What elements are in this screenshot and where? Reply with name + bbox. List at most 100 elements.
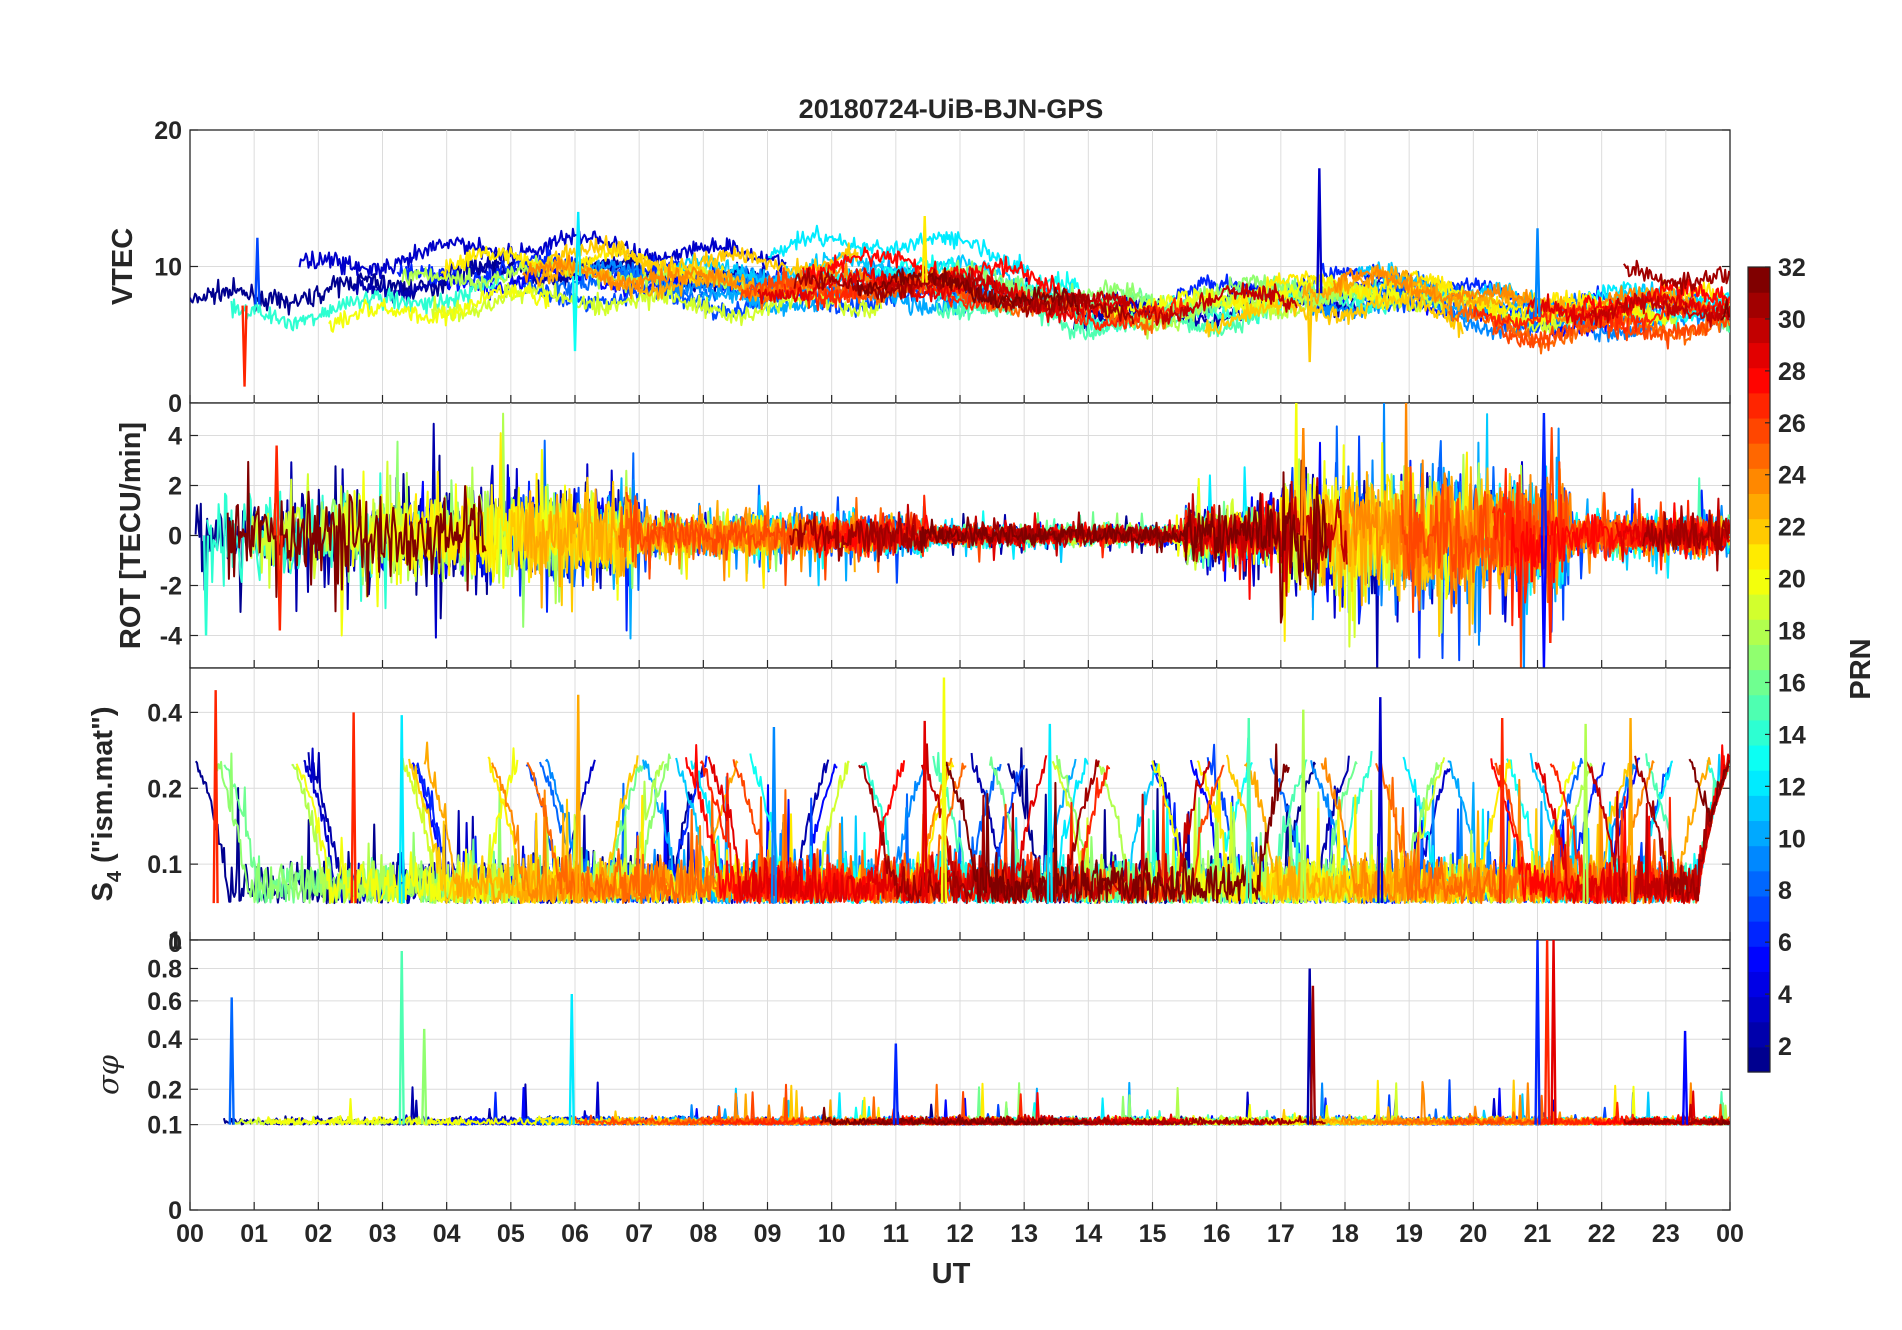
spike-prn-3 <box>1377 697 1384 904</box>
y-tick-label: 0.6 <box>147 988 182 1016</box>
spike-prn-5 <box>1681 1030 1689 1125</box>
traces-vtec <box>190 168 1730 387</box>
panel-vtec: 0 10 20 VTEC <box>107 117 1731 418</box>
x-tick-label: 19 <box>1395 1220 1423 1248</box>
colorbar-band <box>1748 921 1770 947</box>
spike-prn-21 <box>921 215 928 283</box>
y-tick-label: 0.2 <box>147 1076 182 1104</box>
spike-prn-23 <box>1627 717 1634 904</box>
colorbar-tick-label: 2 <box>1778 1033 1792 1061</box>
chart-title: 20180724-UiB-BJN-GPS <box>799 94 1104 124</box>
x-tick-label: 02 <box>304 1220 332 1248</box>
colorbar-tick-label: 30 <box>1778 306 1806 334</box>
spike-prn-31 <box>1309 985 1317 1125</box>
x-tick-label: 12 <box>946 1220 974 1248</box>
x-tick-label: 23 <box>1652 1220 1680 1248</box>
spike-prn-24 <box>1300 427 1307 536</box>
spike-prn-27 <box>1544 940 1551 1125</box>
y-tick-label: 1 <box>168 927 182 955</box>
y-tick-label: 4 <box>168 423 182 451</box>
spike-prn-13 <box>571 276 579 352</box>
x-tick-label: 20 <box>1459 1220 1487 1248</box>
trace-prn-32 <box>820 1106 1090 1126</box>
spike-prn-15 <box>398 951 405 1125</box>
trace-prn-32 <box>1720 298 1730 321</box>
y-tick-label: 0 <box>168 930 182 958</box>
x-tick-label: 21 <box>1524 1220 1552 1248</box>
colorbar-band <box>1748 543 1770 570</box>
trace-prn-32 <box>919 459 1329 624</box>
trace-prn-32 <box>1688 758 1730 823</box>
spike-prn-18 <box>1582 723 1589 904</box>
x-tick-label: 06 <box>561 1220 589 1248</box>
spike-prn-14 <box>202 535 210 636</box>
trace-prn-32 <box>856 266 1080 316</box>
colorbar-band <box>1748 795 1770 822</box>
colorbar-tick-label: 22 <box>1778 514 1806 542</box>
x-tick-label: 18 <box>1331 1220 1359 1248</box>
x-tick-label: 16 <box>1203 1220 1231 1248</box>
spike-prn-27 <box>276 535 283 631</box>
y-label-subscript: 4 <box>104 870 126 882</box>
trace-prn-32 <box>944 743 1290 904</box>
trace-prn-20 <box>295 747 519 905</box>
x-tick-label: 03 <box>369 1220 397 1248</box>
spike-prn-27 <box>241 305 248 387</box>
spike-prn-27 <box>350 712 357 904</box>
y-tick-label: 0.1 <box>147 851 182 879</box>
y-tick-label: 0 <box>168 1197 182 1225</box>
y-tick-label: 0.1 <box>147 1112 182 1140</box>
colorbar-band <box>1748 619 1770 645</box>
colorbar-tick-label: 28 <box>1778 358 1806 386</box>
spike-prn-8 <box>228 997 235 1125</box>
spike-prn-27 <box>1499 717 1506 904</box>
spike-prn-9 <box>770 726 778 904</box>
x-tick-label: 11 <box>883 1220 910 1248</box>
x-tick-label: 08 <box>689 1220 717 1248</box>
y-tick-label: 0.2 <box>147 775 182 803</box>
colorbar-tick-label: 4 <box>1778 981 1792 1009</box>
trace-prn-31 <box>1641 505 1730 572</box>
colorbar-band <box>1748 317 1770 344</box>
spike-prn-9 <box>1534 228 1541 318</box>
y-tick-label: -2 <box>160 573 182 601</box>
colorbar-tick-label: 6 <box>1778 929 1792 957</box>
spike-prn-27 <box>273 445 280 536</box>
trace-prn-30 <box>1589 292 1730 328</box>
y-label-main: S <box>87 882 119 901</box>
colorbar-band <box>1748 417 1770 444</box>
trace-prn-3 <box>298 227 787 280</box>
spike-prn-27 <box>1547 535 1554 644</box>
spike-prn-22 <box>1306 294 1313 363</box>
colorbar-tick-label: 12 <box>1778 773 1806 801</box>
colorbar-band <box>1748 770 1770 796</box>
trace-prn-22 <box>537 235 859 279</box>
y-axis-label-rot: ROT [TECU/min] <box>115 422 147 649</box>
y-tick-label: 2 <box>168 473 182 501</box>
colorbar-tick-label: 14 <box>1778 721 1806 749</box>
trace-prn-32 <box>226 460 487 613</box>
x-axis-label: UT <box>932 1258 971 1290</box>
y-tick-label: 0.8 <box>147 956 182 984</box>
spike-prn-6 <box>1534 940 1541 1125</box>
y-axis-label-sigma_phi: σφ <box>91 1054 125 1095</box>
y-tick-label: 10 <box>154 254 182 282</box>
y-tick-label: 0.4 <box>147 699 182 727</box>
x-tick-label: 07 <box>625 1220 653 1248</box>
panel-s4: 0.1 0.2 0.4 S4 ("ism.mat") <box>87 667 1731 941</box>
colorbar-band <box>1748 971 1770 998</box>
colorbar-band <box>1748 820 1770 847</box>
spike-prn-12 <box>568 993 575 1125</box>
colorbar-band <box>1748 744 1770 771</box>
colorbar-band <box>1748 518 1770 545</box>
colorbar-band <box>1748 468 1770 495</box>
y-tick-label: 0 <box>168 390 182 418</box>
spike-prn-29 <box>1550 940 1557 1125</box>
x-tick-label: 00 <box>176 1220 204 1248</box>
x-tick-label: 15 <box>1139 1220 1167 1248</box>
colorbar-tick-label: 8 <box>1778 877 1792 905</box>
x-tick-label: 01 <box>240 1220 268 1248</box>
spike-prn-23 <box>575 694 582 904</box>
